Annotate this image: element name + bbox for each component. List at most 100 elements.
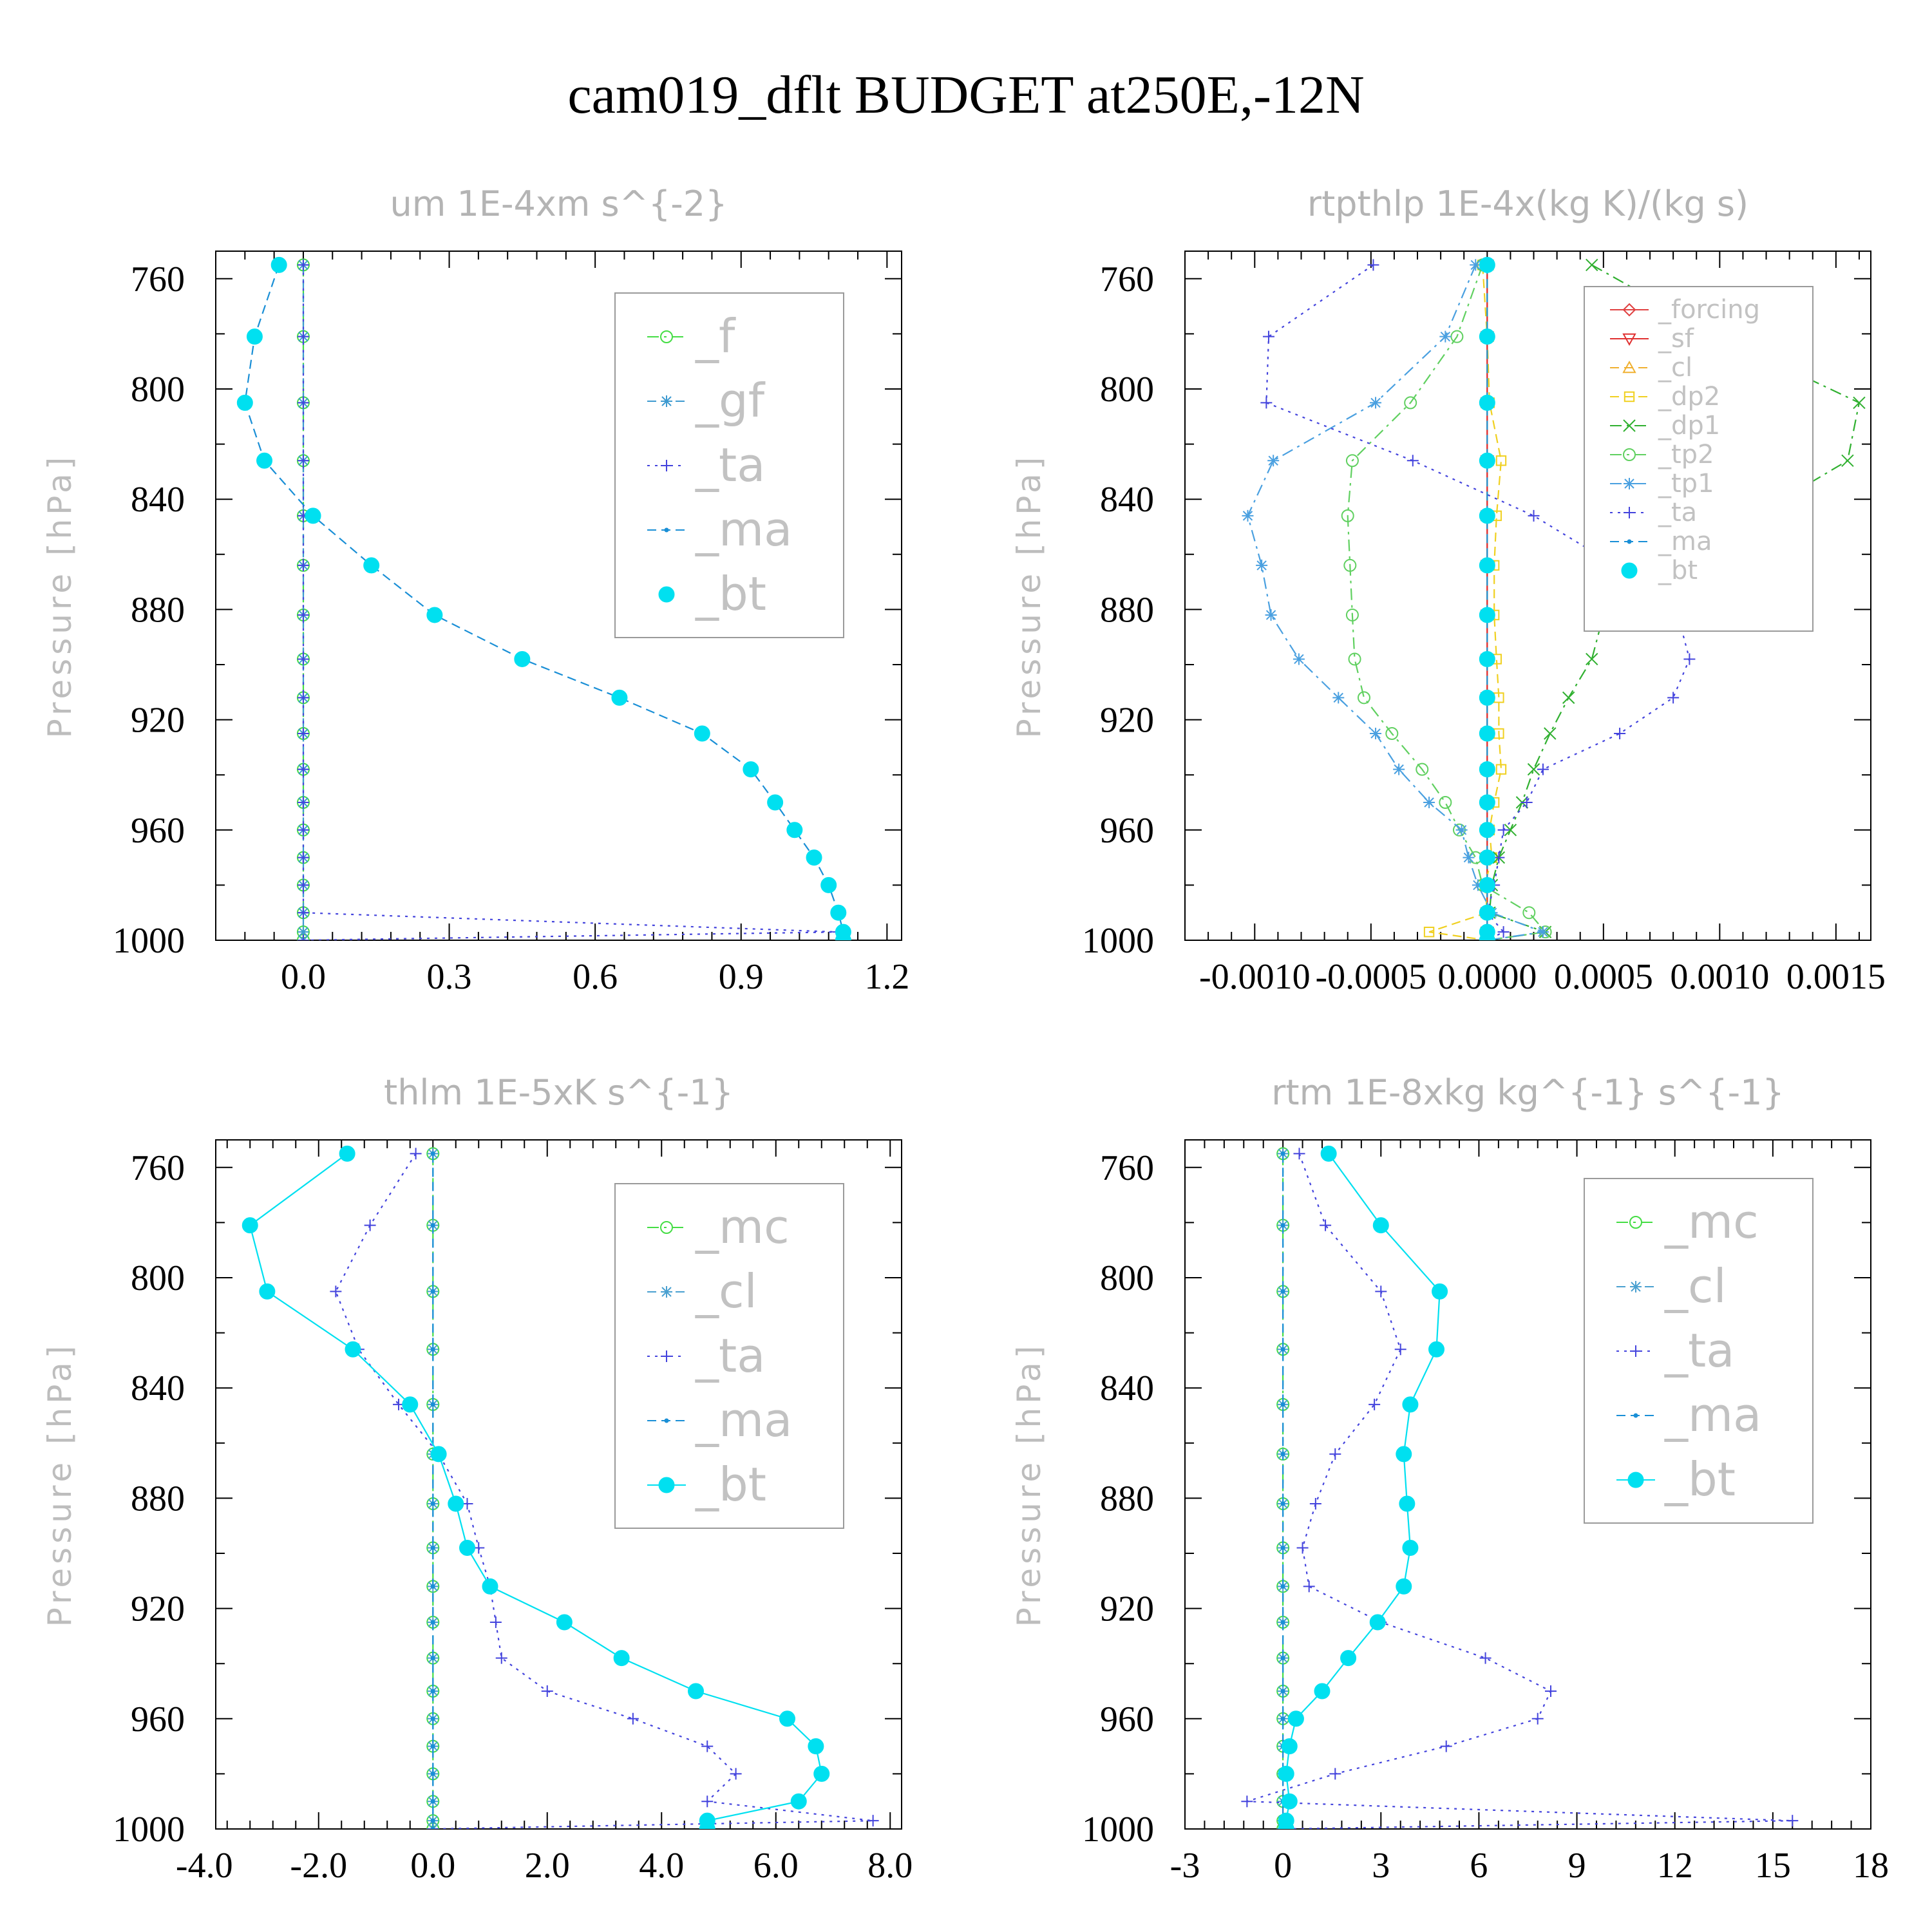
panel-thlm-ytick-label: 760 (131, 1148, 185, 1188)
series-ta-point (297, 330, 309, 343)
series-ma-point (430, 1826, 435, 1829)
panel-rtm-ytick-label: 840 (1100, 1368, 1154, 1408)
series-ta-point (1329, 1448, 1341, 1460)
panel-rtm-ytick-label: 800 (1100, 1258, 1154, 1298)
series-tp1-point (1472, 879, 1484, 891)
panel-rtm-ylabel: Pressure [hPa] (1010, 1342, 1048, 1627)
series-bt-point (1278, 1821, 1294, 1829)
series-ma-point (430, 1656, 435, 1661)
panel-thlm-legend: _mc _cl _ta _ma _bt (614, 1183, 844, 1529)
panel-thlm: thlm 1E-5xK s^{-1} Pressure [hPa] 760 800 84… (41, 1072, 913, 1886)
series-dp1-point (1544, 727, 1557, 740)
series-bt-point (1479, 607, 1495, 623)
panel-rtm-xtick-label: -3 (1170, 1846, 1200, 1886)
panel-rtpthlp-ytick-label: 760 (1100, 260, 1154, 299)
legend-ta-marker (661, 460, 672, 471)
series-bt-point (270, 256, 287, 273)
series-ma-point (1280, 1151, 1285, 1156)
panel-thlm-xtick-label: 6.0 (753, 1846, 799, 1886)
series-ta-point (1683, 653, 1696, 665)
series-bt-point (1479, 904, 1495, 921)
series-tp2-point (1345, 454, 1359, 468)
panel-um-legend: _f _gf _ta _ma _bt (614, 292, 844, 638)
series-bt-point (1396, 1578, 1412, 1595)
series-ma-point (1280, 1223, 1285, 1228)
panel-rtm-frame (1184, 1139, 1871, 1830)
series-ta-point (1394, 1343, 1406, 1356)
panel-um-xtick-label: 0.0 (281, 957, 326, 997)
series-bt-point (1479, 394, 1495, 411)
series-bt-point (1479, 328, 1495, 345)
series-ta-point (297, 259, 309, 271)
series-bt-point (790, 1793, 807, 1810)
series-ta-point (1303, 1580, 1315, 1593)
legend-ta-marker (661, 1350, 672, 1362)
series-ta-point (1260, 397, 1273, 409)
series-bt-point (242, 1217, 258, 1234)
panel-rtm-xtick-label: 3 (1372, 1846, 1390, 1886)
series-tp1-point (1242, 509, 1254, 522)
panel-rtm-xtick-label: 9 (1568, 1846, 1586, 1886)
series-tp1-point (1455, 824, 1468, 836)
series-ta-point (1786, 1815, 1799, 1827)
panel-um-ytick-label: 840 (131, 480, 185, 520)
series-bt-point (835, 932, 851, 940)
series-bt-point (806, 849, 822, 866)
legend-bt-label: _bt (1664, 1452, 1736, 1506)
legend-bt-label: _bt (695, 1457, 766, 1511)
panel-rtm: rtm 1E-8xkg kg^{-1} s^{-1} Pressure [hPa]… (1010, 1072, 1889, 1886)
series-tp1-point (1370, 397, 1382, 409)
panel-thlm-ytick-label: 920 (131, 1589, 185, 1629)
series-ta-point (297, 455, 309, 467)
series-bt-point (808, 1738, 824, 1755)
series-dp1-line (1487, 264, 1861, 940)
panels: um 1E-4xm s^{-2} Pressure [hPa] 760 800 840 8… (41, 184, 1889, 1886)
series-ma-point (430, 1347, 435, 1352)
series-bt-point (613, 1650, 630, 1667)
legend-ma-label: _ma (695, 1393, 792, 1447)
series-ma-point (430, 1716, 435, 1721)
figure-title: cam019_dflt BUDGET at250E,-12N (567, 65, 1364, 125)
panel-rtm-data (1241, 1145, 1799, 1829)
panel-rtpthlp-ylabel: Pressure [hPa] (1010, 453, 1048, 739)
series-bt-point (779, 1710, 795, 1727)
legend-ta-label: _ta (695, 1329, 765, 1383)
legend-ta-label: _ta (695, 438, 765, 492)
series-bt-point (256, 452, 273, 469)
series-dp1-point (1853, 396, 1866, 410)
series-ta-point (297, 692, 309, 704)
series-dp2-point (1423, 926, 1435, 938)
series-ma-point (430, 1620, 435, 1625)
panel-rtpthlp-xtick-label: -0.0010 (1199, 957, 1311, 997)
panel-thlm-xtick-label: -4.0 (176, 1846, 233, 1886)
series-bt-point (1432, 1283, 1448, 1300)
series-dp2-point (1495, 455, 1507, 466)
series-dp1-point (1504, 824, 1517, 837)
panel-thlm-title: thlm 1E-5xK s^{-1} (384, 1072, 734, 1113)
series-ta-line (1247, 1153, 1793, 1829)
series-dp1-point (1841, 454, 1854, 467)
series-ta-point (1497, 824, 1510, 836)
series-ta-point (1296, 1542, 1309, 1554)
series-ma-point (1280, 1452, 1285, 1457)
series-ta-point (330, 1285, 342, 1298)
panel-thlm-ytick-label: 1000 (113, 1810, 185, 1850)
series-bt-point (1402, 1396, 1419, 1413)
legend-ma-marker (1627, 539, 1632, 544)
legend-dp2-marker (1624, 391, 1635, 402)
series-tp2-point (1416, 762, 1429, 776)
legend-bt-label: _bt (1658, 556, 1698, 585)
panel-rtpthlp-ytick-label: 800 (1100, 370, 1154, 410)
panel-thlm-ytick-label: 880 (131, 1479, 185, 1519)
series-bt (236, 256, 851, 940)
panel-um: um 1E-4xm s^{-2} Pressure [hPa] 760 800 840 8… (41, 184, 909, 997)
series-ta-point (1375, 1285, 1387, 1298)
series-ma-point (430, 1545, 435, 1550)
legend-sf-marker (1622, 333, 1636, 346)
series-bt-point (402, 1396, 419, 1413)
series-ta (297, 259, 844, 940)
legend-box (1584, 1178, 1814, 1524)
legend-gf-marker (661, 395, 672, 407)
panel-rtm-ytick-label: 880 (1100, 1479, 1154, 1519)
